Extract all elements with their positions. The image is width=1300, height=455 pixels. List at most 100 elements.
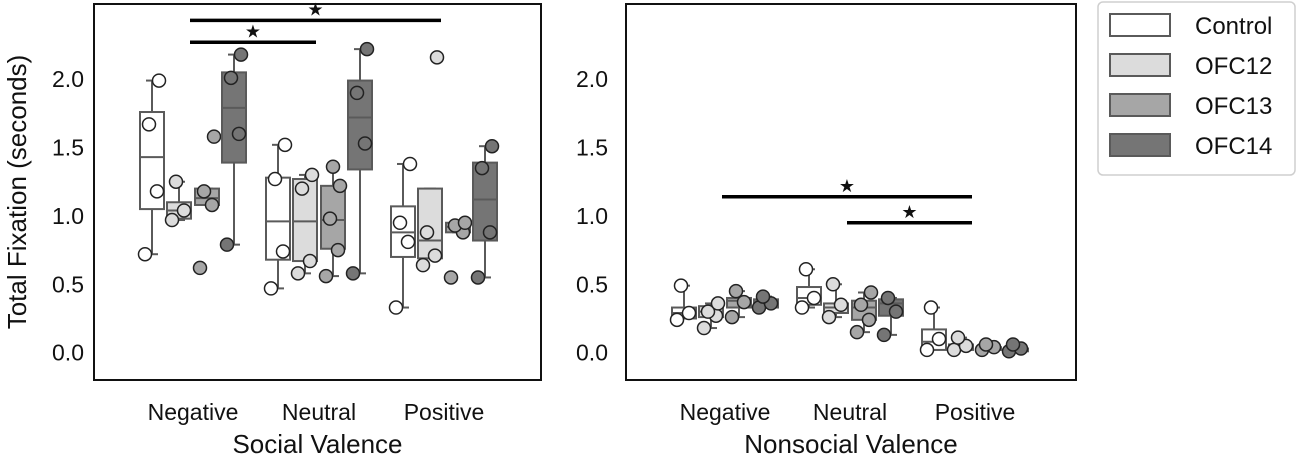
data-point <box>673 278 689 293</box>
nonsocial-valence-panel: 0.0 0.5 1.0 1.5 2.0 Negative Neutral Positive No… <box>576 3 1077 455</box>
box-iqr <box>417 187 443 260</box>
data-point <box>1005 337 1021 352</box>
y-tick-label: 2.0 <box>576 66 608 92</box>
data-point <box>724 309 740 325</box>
data-point <box>400 234 416 250</box>
legend-label-ofc12: OFC12 <box>1195 53 1272 80</box>
box-ofc12 <box>290 167 320 281</box>
data-point <box>168 174 184 189</box>
data-point <box>223 70 239 86</box>
data-point <box>876 327 892 343</box>
box-iqr <box>221 71 247 164</box>
data-point <box>821 309 837 325</box>
data-point <box>330 242 346 258</box>
data-point <box>931 331 947 347</box>
legend-frame <box>1097 1 1296 176</box>
x-axis-label: Social Valence <box>232 429 402 455</box>
box-control <box>263 137 293 296</box>
box-ofc14 <box>876 290 904 343</box>
data-point <box>710 296 726 311</box>
data-point <box>696 320 712 336</box>
legend-label-ofc14: OFC14 <box>1195 133 1272 160</box>
box-ofc12 <box>946 330 974 358</box>
box-control <box>137 73 167 262</box>
box-ofc14 <box>219 47 249 252</box>
data-point <box>798 262 814 277</box>
data-point <box>388 300 404 315</box>
data-point <box>484 138 500 154</box>
data-point <box>192 260 208 276</box>
data-point <box>700 304 716 319</box>
data-point <box>755 289 771 304</box>
y-axis-label: Total Fixation (seconds) <box>2 55 32 330</box>
y-tick-label: 1.5 <box>576 135 608 161</box>
box-ofc13 <box>192 129 222 276</box>
box-ofc12 <box>696 296 726 336</box>
data-point <box>196 184 212 199</box>
data-point <box>151 73 167 88</box>
data-point <box>204 197 220 213</box>
data-point <box>736 294 752 310</box>
data-point <box>304 167 320 183</box>
data-point <box>681 305 697 321</box>
box-ofc13 <box>443 215 473 285</box>
data-point <box>345 266 361 281</box>
data-point <box>806 290 822 306</box>
data-point <box>322 211 338 226</box>
y-tick-label: 0.5 <box>52 271 84 297</box>
y-tick-label: 1.0 <box>576 203 608 229</box>
data-point <box>474 160 490 176</box>
x-tick-label: Positive <box>404 399 485 425</box>
box-ofc12 <box>415 50 445 273</box>
data-point <box>888 304 904 319</box>
data-point <box>429 50 445 65</box>
data-point <box>482 225 498 240</box>
data-point <box>443 270 459 285</box>
data-point <box>402 156 418 172</box>
box-control <box>794 262 822 315</box>
data-point <box>149 184 165 199</box>
y-tick-label: 1.5 <box>52 135 84 161</box>
data-point <box>728 283 744 299</box>
box-control <box>669 278 697 328</box>
data-point <box>302 253 318 269</box>
significance-star: ★ <box>839 176 855 196</box>
data-point <box>978 337 994 352</box>
data-point <box>325 159 341 174</box>
data-point <box>332 178 348 194</box>
data-point <box>349 85 365 101</box>
data-point <box>863 285 879 300</box>
data-point <box>176 203 192 218</box>
data-point <box>470 270 486 285</box>
significance-star: ★ <box>901 202 917 222</box>
social-valence-panel: 0.0 0.5 1.0 1.5 2.0 Negative Neutral PositiveSo… <box>52 0 542 455</box>
significance-star: ★ <box>245 21 261 41</box>
data-point <box>880 290 896 306</box>
box-ofc13 <box>724 283 752 325</box>
data-point <box>164 212 180 228</box>
data-point <box>794 300 810 315</box>
box-control <box>919 300 947 358</box>
box-ofc14 <box>1001 337 1029 359</box>
data-point <box>137 246 153 262</box>
x-axis-label: Nonsocial Valence <box>744 429 957 455</box>
legend-swatch-control <box>1109 13 1171 37</box>
data-point <box>392 215 408 231</box>
legend-swatch-ofc14 <box>1109 133 1171 157</box>
data-point <box>833 297 849 313</box>
data-point <box>294 181 310 196</box>
data-point <box>275 244 291 259</box>
legend: Control OFC12 OFC13 OFC14 <box>1097 1 1296 176</box>
data-point <box>277 137 293 153</box>
y-tick-label: 1.0 <box>52 203 84 229</box>
data-point <box>141 117 157 132</box>
data-point <box>427 248 443 263</box>
box-ofc13 <box>849 285 879 340</box>
data-point <box>263 281 279 296</box>
legend-swatch-ofc12 <box>1109 53 1171 77</box>
data-point <box>206 129 222 144</box>
y-tick-label: 0.0 <box>52 340 84 366</box>
data-point <box>290 266 306 281</box>
data-point <box>219 237 235 252</box>
